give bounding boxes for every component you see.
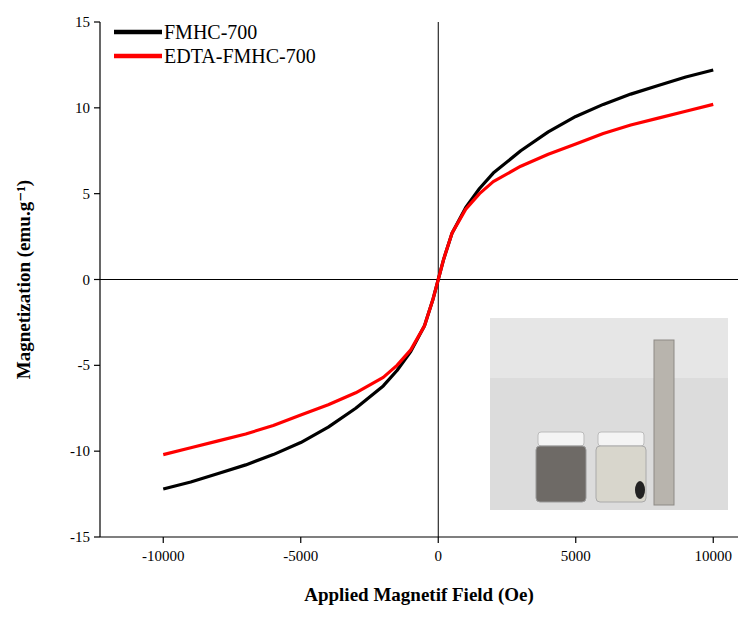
x-tick <box>300 537 301 543</box>
y-tick <box>94 365 100 366</box>
x-tick <box>163 537 164 543</box>
y-tick-label: 0 <box>83 272 91 288</box>
series-line <box>163 104 713 454</box>
vial-cap <box>538 432 584 446</box>
legend-label: FMHC-700 <box>164 21 257 43</box>
photo-background <box>490 318 728 510</box>
inset-photo <box>490 318 728 510</box>
x-axis-title: Applied Magnetif Field (Oe) <box>304 584 534 606</box>
x-axis-line <box>100 536 738 537</box>
legend-swatch <box>114 54 162 59</box>
x-tick-label: 0 <box>435 548 443 564</box>
magnetic-particles <box>635 481 645 499</box>
x-tick-label: 10000 <box>695 548 733 564</box>
y-tick-label: -15 <box>70 529 90 545</box>
legend: FMHC-700EDTA-FMHC-700 <box>114 21 316 67</box>
x-tick <box>575 537 576 543</box>
x-tick-label: -10000 <box>142 548 185 564</box>
chart: -15 -10 -5 0 5 10 15 -10000 -5000 0 5000 10000 Appli… <box>0 0 745 638</box>
y-tick-label: -10 <box>70 443 90 459</box>
y-tick <box>94 451 100 452</box>
series-line <box>163 70 713 489</box>
zero-line-y <box>100 279 738 280</box>
y-tick <box>94 21 100 22</box>
magnet <box>654 340 674 505</box>
x-tick <box>438 537 439 543</box>
x-tick-label: -5000 <box>283 548 318 564</box>
legend-label: EDTA-FMHC-700 <box>164 45 316 67</box>
y-axis-title: Magnetization (emu.g⁻¹) <box>13 180 35 379</box>
y-tick <box>94 193 100 194</box>
y-tick-label: 10 <box>75 100 90 116</box>
vial-cap <box>598 432 644 446</box>
y-tick-label: -5 <box>78 357 91 373</box>
y-tick <box>94 536 100 537</box>
x-tick <box>713 537 714 543</box>
series-group <box>163 70 713 489</box>
y-tick <box>94 279 100 280</box>
vial-body <box>536 446 586 502</box>
vial-body <box>596 446 646 502</box>
x-tick-label: 5000 <box>561 548 591 564</box>
y-tick-label: 15 <box>75 14 90 30</box>
y-tick-label: 5 <box>83 186 91 202</box>
legend-swatch <box>114 30 162 35</box>
y-tick <box>94 107 100 108</box>
photo-wall <box>490 318 728 378</box>
